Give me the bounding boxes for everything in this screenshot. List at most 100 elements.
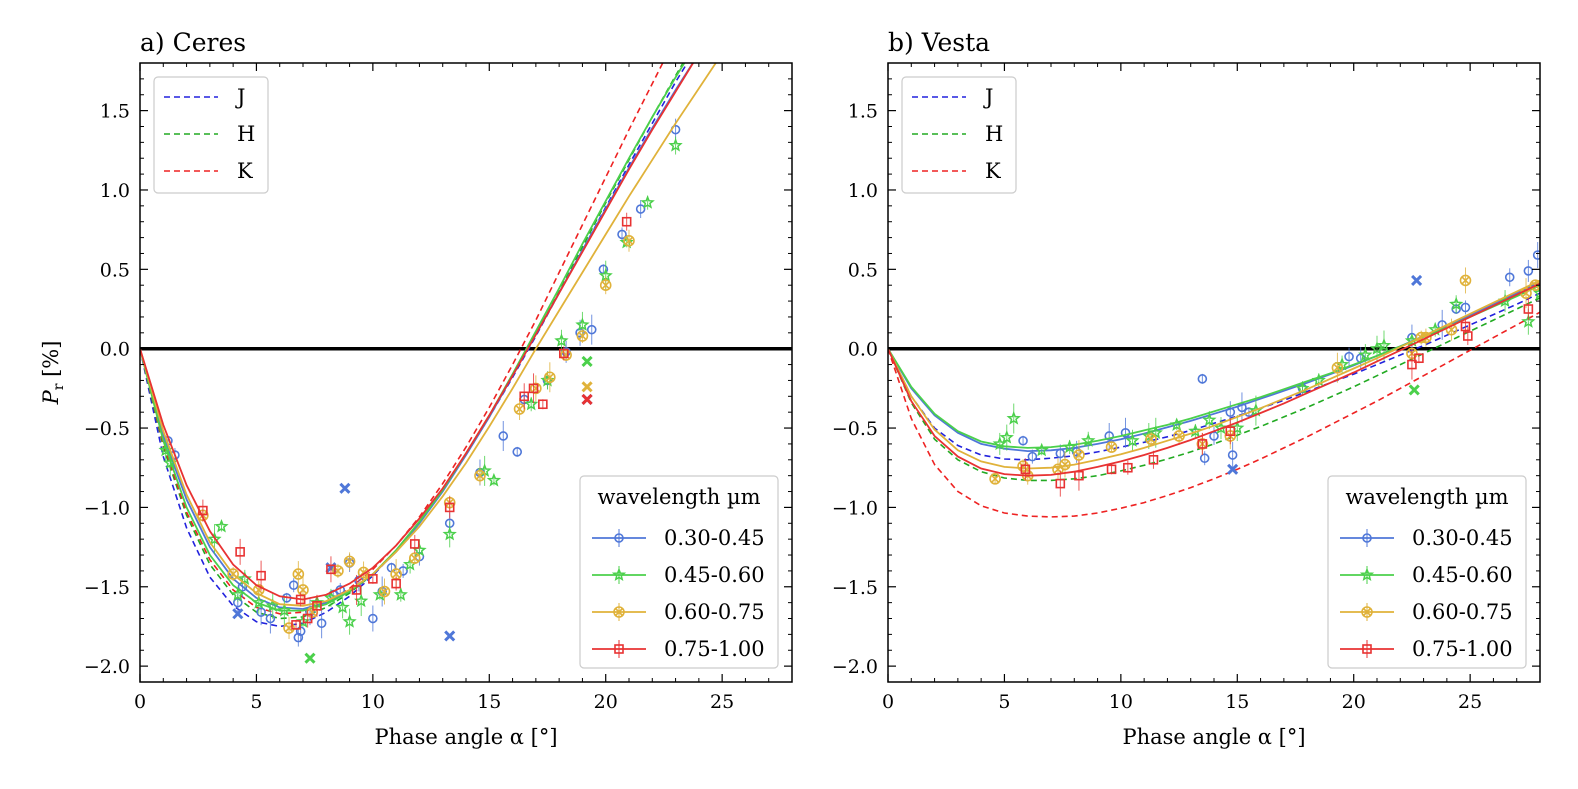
- data-point-0.45-0.60: [1062, 439, 1077, 454]
- data-point-0.75-1.00: [409, 539, 420, 549]
- data-point-0.30-0.45: [1523, 266, 1534, 276]
- band-legend-label: J: [983, 85, 993, 109]
- data-point-0.30-0.45: [316, 618, 327, 629]
- data-point-0.60-0.75-ring: [576, 330, 589, 342]
- data-point-0.45-0.60: [668, 137, 683, 152]
- wavelength-legend: wavelength µm 0.30-0.45 0.45-0.60 0.60-0.75…: [579, 475, 779, 669]
- outlier-point-0.30-0.45: [232, 608, 244, 620]
- data-point-0.75-1.00: [351, 585, 362, 595]
- data-point-0.30-0.45: [1225, 407, 1236, 417]
- y-tick-label: −1.0: [832, 497, 878, 519]
- data-point-0.45-0.60: [277, 603, 292, 617]
- data-point-0.60-0.75-cross: [1461, 276, 1470, 285]
- data-point-0.75-1.00: [312, 601, 322, 611]
- data-point-0.30-0.45: [586, 324, 597, 335]
- outlier-point-0.75-1.00: [581, 393, 593, 406]
- outlier-point-0.30-0.45: [339, 482, 351, 494]
- data-point-0.60-0.75-cross: [545, 373, 554, 382]
- band-legend: JHK: [153, 76, 269, 194]
- wavelength-legend-marker: [1359, 567, 1375, 582]
- wavelength-legend: wavelength µm 0.30-0.45 0.45-0.60 0.60-0.75…: [1327, 475, 1527, 669]
- wavelength-legend-marker-ring: [613, 606, 625, 618]
- data-point-0.45-0.60: [1230, 420, 1245, 435]
- data-point-0.60-0.75-cross: [1107, 443, 1116, 452]
- band-legend-label: H: [237, 122, 255, 146]
- y-tick-label: −1.5: [832, 577, 878, 599]
- ticks: 0 5 10 15 20 25 −2.0 −1.5 −1.0 −0.5 0.0 0.5 1.0 1.5: [832, 62, 1541, 713]
- data-point-0.60-0.75-ring: [357, 566, 370, 579]
- data-point-0.75-1.00: [1463, 331, 1473, 341]
- band-legend: JHK: [901, 76, 1017, 194]
- y-label-sub: r: [51, 383, 67, 390]
- data-point-0.45-0.60: [207, 531, 222, 546]
- y-label-main: P: [39, 389, 63, 405]
- wavelength-legend-marker: [613, 606, 625, 618]
- data-point-0.60-0.75-cross: [380, 587, 389, 596]
- data-point-0.60-0.75: [408, 552, 421, 565]
- data-point-0.45-0.60: [1376, 337, 1392, 352]
- panel-ceres: 0 5 10 15 20 25 −2.0 −1.5 −1.0 −0.5 0.0 0.5 1.0 1.5 a)…: [39, 28, 793, 749]
- data-point-0.30-0.45: [288, 580, 299, 590]
- data-point-0.30-0.45: [1027, 451, 1038, 462]
- data-point-0.45-0.60: [1148, 425, 1163, 439]
- data-point-0.30-0.45: [1120, 428, 1131, 438]
- data-point-0.60-0.75: [292, 568, 305, 580]
- data-point-0.60-0.75-ring: [292, 568, 305, 580]
- data-point-0.60-0.75: [343, 555, 356, 568]
- data-point-0.45-0.60: [575, 317, 590, 331]
- x-tick-label: 0: [134, 691, 146, 713]
- data-point-0.75-1.00: [368, 574, 378, 584]
- series-fit-0.75-1.00: [888, 282, 1540, 477]
- data-point-0.30-0.45: [1344, 351, 1354, 362]
- data-point-0.75-1.00: [302, 613, 313, 624]
- data-point-0.60-0.75-cross: [624, 236, 634, 245]
- data-point-0.45-0.60: [1448, 296, 1464, 311]
- wavelength-legend-title: wavelength µm: [1345, 485, 1508, 509]
- x-tick-label: 10: [1109, 691, 1133, 713]
- data-point-0.60-0.75-cross: [991, 474, 1000, 483]
- data-point-0.75-1.00: [1074, 470, 1084, 481]
- y-tick-label: 1.0: [848, 180, 878, 202]
- data-point-0.30-0.45: [512, 447, 523, 457]
- data-point-0.60-0.75-ring: [1459, 274, 1472, 287]
- data-point-0.45-0.60: [230, 587, 245, 601]
- data-point-0.60-0.75-ring: [283, 622, 295, 634]
- series-fit-0.45-0.60: [140, 63, 686, 612]
- data-point-0.60-0.75: [1059, 458, 1071, 471]
- y-tick-label: 0.0: [100, 339, 130, 361]
- data-point-0.60-0.75-ring: [474, 469, 486, 482]
- outlier-point-0.45-0.60: [304, 652, 316, 664]
- data-point-0.45-0.60: [393, 587, 408, 601]
- band-legend-label: H: [985, 122, 1003, 146]
- data-point-0.60-0.75-ring: [332, 565, 344, 577]
- band-legend-box: [153, 76, 269, 194]
- data-point-0.60-0.75-ring: [343, 555, 356, 568]
- y-tick-label: 0.5: [100, 259, 130, 281]
- data-point-0.75-1.00: [528, 383, 539, 394]
- band-legend-label: K: [985, 159, 1001, 183]
- outlier-point-0.60-0.75: [581, 381, 593, 393]
- data-point-0.60-0.75-cross: [475, 471, 485, 480]
- data-point-0.60-0.75-ring: [1420, 331, 1432, 344]
- data-point-0.60-0.75-ring: [1105, 441, 1118, 453]
- data-point-0.60-0.75-cross: [229, 570, 238, 579]
- data-point-0.60-0.75-ring: [989, 473, 1001, 485]
- data-point-0.45-0.60: [554, 333, 569, 347]
- data-point-0.60-0.75-ring: [1073, 449, 1085, 461]
- data-point-0.75-1.00: [1123, 462, 1133, 473]
- data-point-0.60-0.75-cross: [1147, 435, 1156, 444]
- x-tick-label: 20: [1342, 691, 1366, 713]
- wavelength-legend-label: 0.30-0.45: [1412, 526, 1513, 550]
- data-point-0.45-0.60: [354, 593, 369, 608]
- data-point-0.45-0.60: [640, 195, 655, 209]
- panel-title: a) Ceres: [140, 28, 246, 57]
- data-point-0.45-0.60: [335, 599, 350, 614]
- data-point-0.60-0.75-cross: [1333, 363, 1342, 372]
- data-point-0.60-0.75-ring: [1173, 430, 1185, 442]
- band-fit-K: [888, 311, 1540, 518]
- data-point-0.60-0.75-cross: [410, 554, 419, 563]
- data-point-0.75-1.00: [295, 594, 306, 605]
- data-point-0.75-1.00: [1020, 464, 1031, 475]
- wavelength-legend-marker-ring: [1361, 606, 1373, 618]
